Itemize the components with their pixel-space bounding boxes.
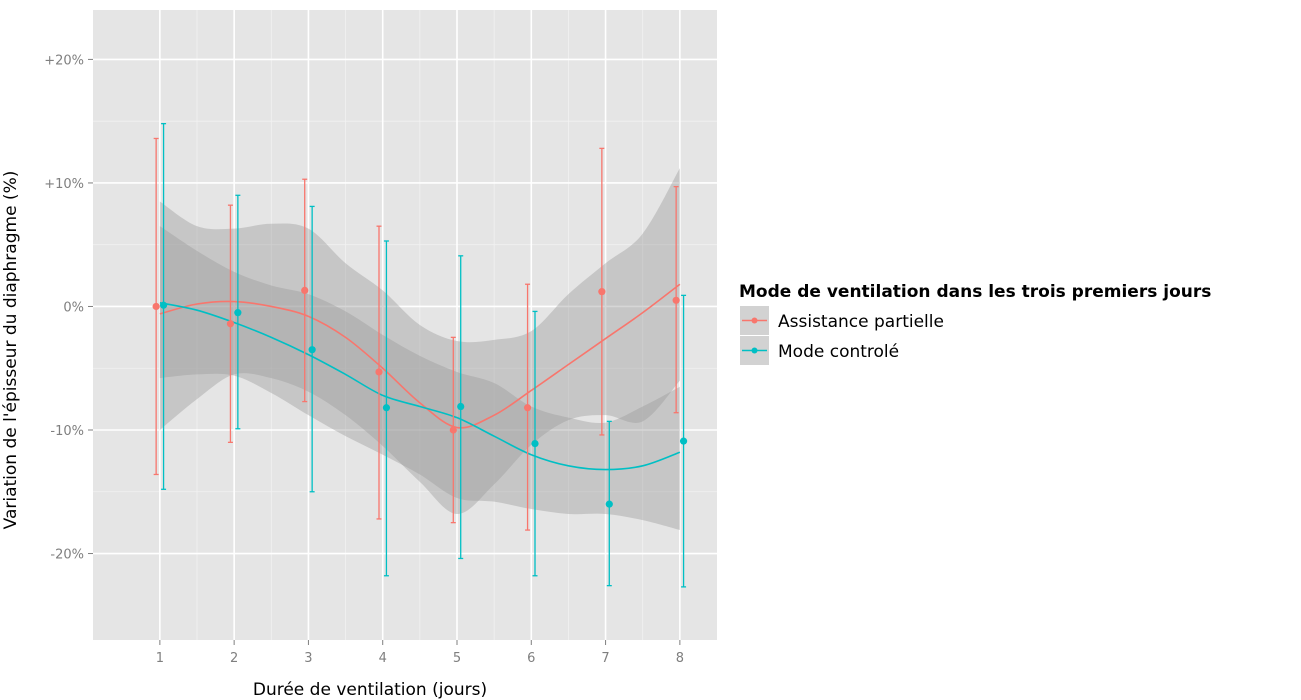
data-point-mode-controle: [605, 500, 613, 508]
data-point-mode-controle: [531, 439, 539, 448]
y-tick-label: 0%: [63, 300, 84, 315]
data-point-mode-controle: [382, 404, 391, 412]
smooth-lines: [159, 283, 681, 471]
data-point-assistance-partielle: [226, 320, 235, 328]
x-axis: 1 2 3 4 5 6 7 8: [156, 640, 684, 666]
legend-item-mode-controle: Mode controlé: [740, 336, 899, 365]
y-tick-label: +10%: [44, 177, 84, 192]
smooth-line-assistance-partielle: [159, 283, 681, 429]
x-tick-label: 4: [379, 651, 387, 666]
legend: Mode de ventilation dans les trois premi…: [739, 282, 1211, 365]
data-point-assistance-partielle: [672, 296, 680, 304]
confidence-band-assistance-partielle: [159, 168, 680, 515]
x-tick-label: 3: [304, 651, 312, 666]
data-point-assistance-partielle: [523, 404, 532, 412]
data-point-mode-controle: [457, 402, 465, 411]
y-tick-label: +20%: [44, 53, 84, 68]
data-point-assistance-partielle: [152, 302, 160, 311]
data-point-mode-controle: [159, 301, 168, 309]
data-point-mode-controle: [679, 437, 688, 445]
data-point-assistance-partielle: [598, 288, 606, 296]
legend-label-assistance-partielle: Assistance partielle: [778, 312, 944, 332]
data-point-assistance-partielle: [375, 368, 383, 376]
x-tick-label: 1: [156, 651, 164, 666]
x-tick-label: 5: [453, 651, 461, 666]
legend-key-point: [751, 347, 758, 354]
grid-lines: [93, 10, 717, 640]
x-axis-title: Durée de ventilation (jours): [253, 680, 487, 700]
y-axis-title: Variation de l'épisseur du diaphragme (%…: [1, 171, 21, 530]
confidence-bands: [159, 168, 680, 531]
data-point-assistance-partielle: [301, 286, 309, 295]
x-tick-label: 8: [676, 651, 684, 666]
x-tick-label: 6: [527, 651, 535, 666]
legend-key-point: [751, 317, 758, 324]
x-tick-label: 7: [601, 651, 609, 666]
x-tick-label: 2: [230, 651, 238, 666]
data-point-mode-controle: [308, 346, 316, 354]
y-tick-label: -20%: [50, 548, 84, 563]
legend-item-assistance-partielle: Assistance partielle: [740, 306, 944, 335]
data-points: [152, 286, 688, 508]
y-tick-label: -10%: [50, 424, 84, 439]
confidence-band-mode-controle: [159, 226, 680, 531]
y-axis: +20% +10% 0% -10% -20%: [44, 53, 93, 563]
smooth-line-mode-controle: [159, 301, 681, 471]
data-point-assistance-partielle: [449, 426, 457, 434]
legend-label-mode-controle: Mode controlé: [778, 342, 899, 362]
legend-title: Mode de ventilation dans les trois premi…: [739, 282, 1211, 302]
data-point-mode-controle: [234, 309, 242, 317]
